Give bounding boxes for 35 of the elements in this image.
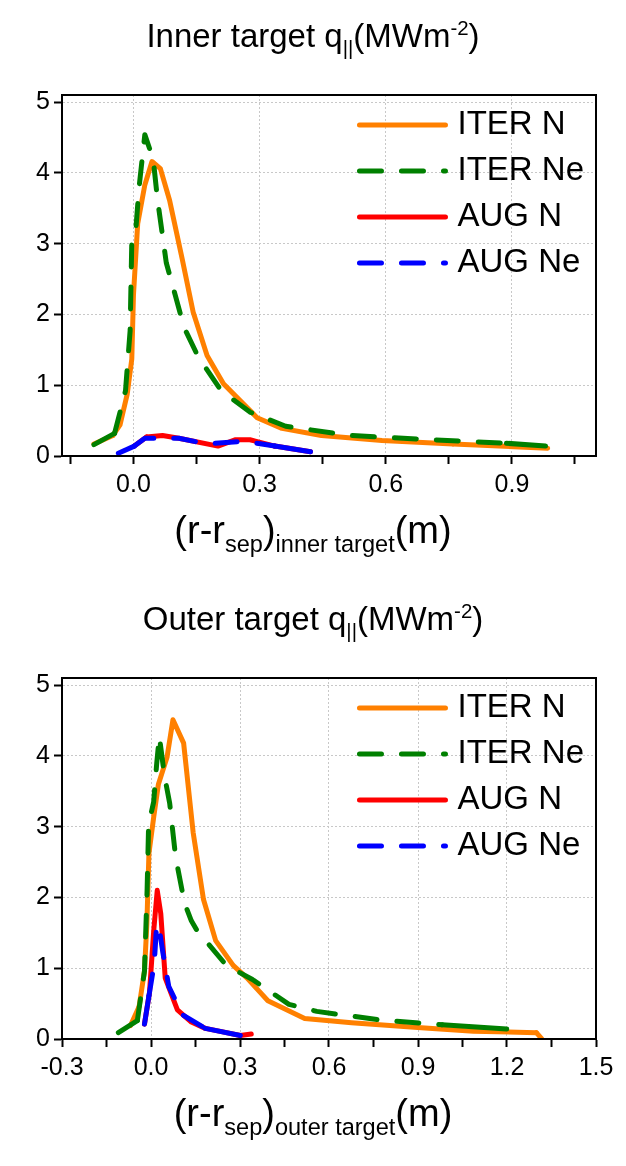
y-tick-label: 1 (36, 369, 50, 398)
x-tick-label: 0.9 (494, 468, 530, 497)
x-axis-title: (r-r$_{sep}$)$_{outer target}$(m) (172, 1091, 454, 1142)
y-tick-label: 3 (36, 810, 50, 839)
y-tick-label: 1 (36, 952, 50, 981)
y-tick-label: 4 (36, 739, 51, 768)
y-tick-label: 0 (36, 439, 50, 468)
x-tick-label: 0.0 (133, 1051, 169, 1080)
legend-label: ITER Ne (457, 150, 585, 188)
legend-label: AUG Ne (457, 242, 581, 280)
x-tick-label: 0.6 (311, 1051, 347, 1080)
x-tick-label: 0.0 (116, 468, 151, 497)
y-tick-label: 0 (36, 1022, 50, 1051)
x-tick-label: 0.3 (242, 468, 277, 497)
x-tick-label: 0.3 (222, 1051, 258, 1080)
y-tick-label: 4 (36, 156, 51, 185)
x-tick-label: 1.2 (489, 1051, 525, 1080)
legend-label: AUG N (457, 779, 562, 817)
legend-label: ITER N (457, 104, 566, 142)
x-tick-label: 0.9 (400, 1051, 436, 1080)
legend-label: ITER Ne (457, 733, 585, 771)
y-tick-label: 2 (36, 881, 50, 910)
y-tick-label: 2 (36, 298, 50, 327)
legend-label: AUG N (457, 196, 562, 234)
legend-label: AUG Ne (457, 825, 581, 863)
x-tick-label: 1.5 (578, 1051, 614, 1080)
x-tick-label: 0.6 (368, 468, 404, 497)
y-tick-label: 3 (36, 227, 50, 256)
chart-title: Inner target q$_{||}$(MWm$^{-2}$) (145, 15, 481, 61)
legend-label: ITER N (457, 687, 566, 725)
chart-title: Outer target q$_{||}$(MWm$^{-2}$) (141, 598, 485, 644)
x-axis-title: (r-r$_{sep}$)$_{inner target}$(m) (173, 508, 453, 559)
y-tick-label: 5 (36, 668, 50, 697)
y-tick-label: 5 (36, 85, 50, 114)
x-tick-label: -0.3 (40, 1051, 84, 1080)
